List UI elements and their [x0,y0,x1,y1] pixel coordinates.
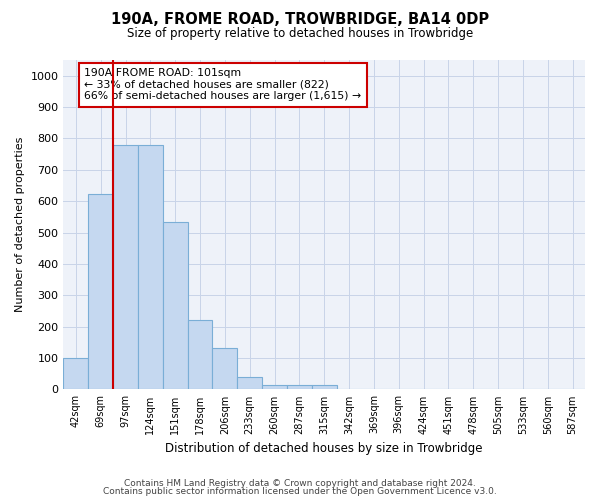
Bar [88,194,113,390]
Bar [138,144,163,390]
Text: Contains HM Land Registry data © Crown copyright and database right 2024.: Contains HM Land Registry data © Crown c… [124,478,476,488]
Text: 190A FROME ROAD: 101sqm
← 33% of detached houses are smaller (822)
66% of semi-d: 190A FROME ROAD: 101sqm ← 33% of detache… [84,68,361,102]
Bar [163,222,188,390]
Bar [237,377,262,390]
Bar [212,348,237,390]
Bar [188,320,212,390]
Text: Size of property relative to detached houses in Trowbridge: Size of property relative to detached ho… [127,28,473,40]
Bar [262,384,287,390]
Bar [312,384,337,390]
Bar [64,358,88,390]
Y-axis label: Number of detached properties: Number of detached properties [15,137,25,312]
Bar [287,384,312,390]
Bar [113,144,138,390]
X-axis label: Distribution of detached houses by size in Trowbridge: Distribution of detached houses by size … [166,442,483,455]
Text: Contains public sector information licensed under the Open Government Licence v3: Contains public sector information licen… [103,487,497,496]
Text: 190A, FROME ROAD, TROWBRIDGE, BA14 0DP: 190A, FROME ROAD, TROWBRIDGE, BA14 0DP [111,12,489,28]
